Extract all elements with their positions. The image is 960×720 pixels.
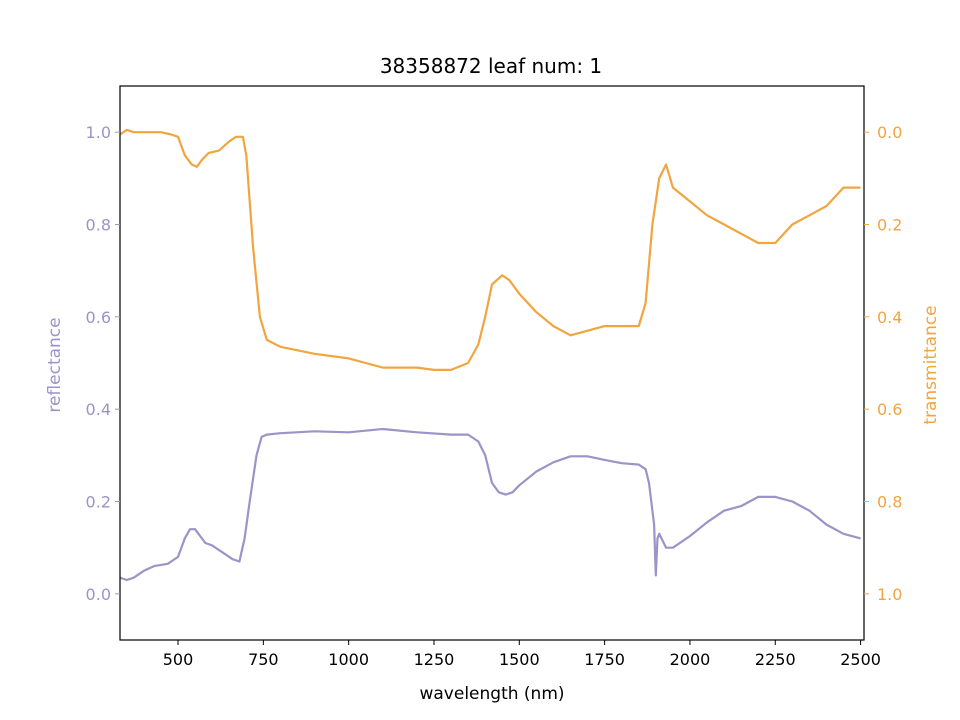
left-y-tick-label: 0.4 [86,400,111,419]
x-tick-label: 2000 [670,650,711,669]
chart-title: 38358872 leaf num: 1 [380,54,602,78]
right-y-tick-label: 0.0 [877,123,902,142]
x-tick-label: 1250 [414,650,455,669]
x-tick-label: 500 [163,650,194,669]
right-y-tick-label: 0.4 [877,308,902,327]
left-y-tick-label: 0.8 [86,216,111,235]
right-y-axis-title: transmittance [921,305,941,424]
right-y-tick-label: 0.8 [877,493,902,512]
x-tick-label: 1750 [584,650,625,669]
x-tick-label: 2250 [755,650,796,669]
right-y-tick-label: 1.0 [877,585,902,604]
x-axis: 500 750 1000 1250 1500 1750 2000 2250 2500 [163,640,881,669]
x-tick-label: 1000 [328,650,369,669]
plot-frame [119,85,865,641]
transmittance-line [120,128,861,371]
right-y-axis: 0.0 0.2 0.4 0.6 0.8 1.0 [864,123,902,604]
left-y-tick-label: 0.2 [86,493,111,512]
x-axis-title: wavelength (nm) [419,684,564,704]
left-y-axis-title: reflectance [45,317,65,412]
reflectance-line [120,427,861,582]
right-y-tick-label: 0.6 [877,400,902,419]
left-y-tick-label: 0.6 [86,308,111,327]
left-y-tick-label: 0.0 [86,585,111,604]
series-group [120,128,861,582]
left-y-tick-label: 1.0 [86,123,111,142]
right-y-tick-label: 0.2 [877,216,902,235]
x-tick-label: 2500 [840,650,881,669]
x-tick-label: 750 [248,650,279,669]
left-y-axis: 0.0 0.2 0.4 0.6 0.8 1.0 [86,123,120,604]
x-tick-label: 1500 [499,650,540,669]
